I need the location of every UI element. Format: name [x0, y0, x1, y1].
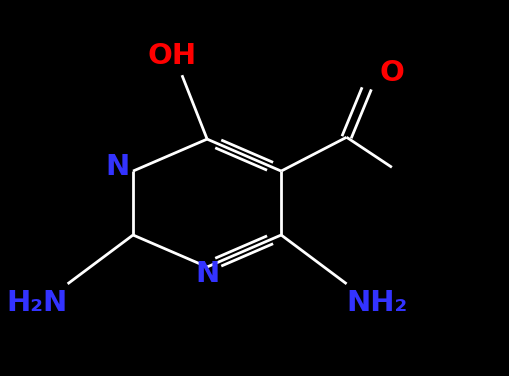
Text: NH₂: NH₂ [346, 289, 407, 317]
Text: O: O [379, 59, 404, 87]
Text: H₂N: H₂N [7, 289, 68, 317]
Text: N: N [195, 261, 219, 288]
Text: OH: OH [147, 42, 196, 70]
Text: N: N [106, 153, 130, 181]
